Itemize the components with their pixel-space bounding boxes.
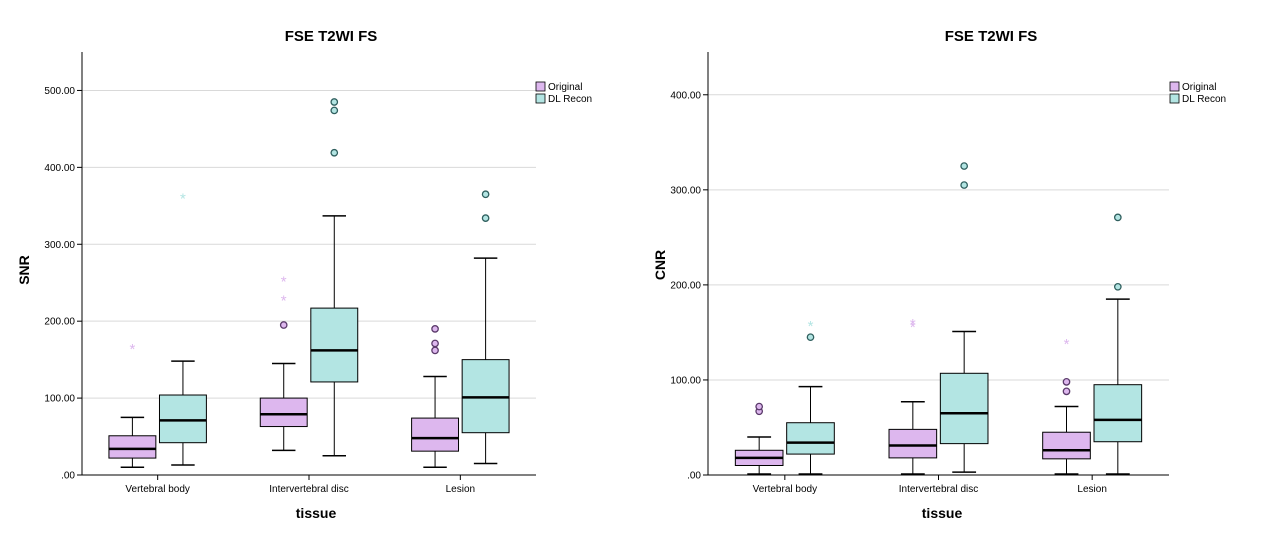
extreme-point: *: [180, 190, 186, 207]
x-axis-title: tissue: [922, 505, 963, 521]
outlier-point: [806, 333, 815, 342]
outlier-point: [1113, 213, 1122, 222]
iqr-box: [1042, 431, 1091, 460]
extreme-point: *: [281, 273, 287, 290]
iqr-box: [1093, 384, 1143, 443]
iqr-box: [411, 417, 460, 452]
legend-item-original: Original: [535, 81, 582, 93]
legend-label: Original: [1182, 82, 1216, 93]
outlier-point: [481, 190, 490, 199]
cnr-chart-panel: * * * * .00 100.00 200.00 300.00 400.00 Vertebra…: [636, 0, 1271, 536]
y-tick-label: 400.00: [670, 90, 701, 101]
x-tick-label: Lesion: [1077, 484, 1106, 495]
legend-label: Original: [548, 82, 582, 93]
outlier-point: [481, 214, 490, 222]
iqr-box: [158, 394, 207, 444]
legend-swatch: [1169, 81, 1180, 92]
outlier-point: [330, 148, 339, 157]
y-tick-label: 100.00: [670, 375, 701, 386]
legend-item-dl-recon: DL Recon: [535, 93, 592, 105]
x-axis-title: tissue: [296, 505, 337, 521]
y-tick-label: 200.00: [670, 280, 701, 291]
box-dl-recon-intervertebral-disc: [939, 162, 989, 473]
extreme-point: *: [910, 319, 916, 336]
box-dl-recon-vertebral-body: *: [158, 190, 207, 466]
y-tick-label: 400.00: [44, 163, 75, 174]
outlier-point: [330, 106, 339, 115]
legend-label: DL Recon: [1182, 94, 1226, 105]
outlier-point: [1113, 282, 1122, 291]
y-tick-label: 300.00: [44, 240, 75, 251]
iqr-box: [310, 307, 359, 383]
x-tick-label: Lesion: [446, 484, 475, 495]
extreme-point: *: [129, 341, 135, 358]
snr-boxplot-chart: **** .00100.00200.00300.00400.00500.00Ve…: [16, 28, 592, 521]
y-tick-label: 200.00: [44, 317, 75, 328]
box-original-intervertebral-disc: **: [888, 316, 938, 475]
chart-title: FSE T2WI FS: [945, 28, 1038, 45]
iqr-box: [888, 428, 938, 459]
legend-swatch: [1169, 93, 1180, 104]
outlier-point: [330, 98, 339, 106]
snr-chart-panel: * * * * .00 100.00 200.00 300.00 400.00 500.00 Ve…: [16, 28, 592, 521]
outlier-point: [960, 181, 969, 189]
cnr-boxplot-chart: * *** .00100.00200.00300.00400.00Vertebra…: [652, 28, 1226, 521]
box-dl-recon-lesion: [461, 190, 510, 465]
legend-swatch: [535, 81, 546, 92]
iqr-box: [259, 397, 308, 428]
x-tick-label: Vertebral body: [125, 484, 190, 495]
y-tick-label: 300.00: [670, 185, 701, 196]
box-original-lesion: *: [1042, 336, 1091, 475]
extreme-point: *: [1064, 336, 1070, 353]
extreme-point: *: [808, 318, 814, 335]
outlier-point: [431, 339, 439, 348]
chart-title: FSE T2WI FS: [285, 28, 378, 45]
legend-item-dl-recon: DL Recon: [1169, 93, 1226, 105]
box-original-lesion: [411, 325, 460, 469]
box-original-vertebral-body: [734, 402, 784, 475]
box-dl-recon-vertebral-body: *: [786, 318, 835, 475]
x-tick-label: Intervertebral disc: [899, 484, 978, 495]
extreme-point: *: [281, 293, 287, 310]
y-tick-label: .00: [61, 471, 75, 482]
y-axis-title: SNR: [16, 255, 32, 285]
x-tick-label: Vertebral body: [753, 484, 818, 495]
y-tick-label: .00: [687, 471, 701, 482]
box-dl-recon-lesion: [1093, 213, 1143, 475]
outlier-point: [755, 402, 764, 411]
legend-item-original: Original: [1169, 81, 1216, 93]
box-dl-recon-intervertebral-disc: [310, 98, 359, 457]
iqr-box: [939, 372, 989, 445]
y-axis-title: CNR: [652, 250, 668, 280]
legend-swatch: [535, 93, 546, 104]
box-original-intervertebral-disc: **: [259, 273, 308, 452]
outlier-point: [960, 162, 969, 170]
outlier-point: [1062, 377, 1071, 386]
box-original-vertebral-body: *: [108, 341, 157, 469]
outlier-point: [431, 346, 439, 355]
outlier-point: [1062, 387, 1071, 396]
y-tick-label: 100.00: [44, 394, 75, 405]
y-tick-label: 500.00: [44, 86, 75, 97]
iqr-box: [786, 422, 835, 455]
x-tick-label: Intervertebral disc: [269, 484, 348, 495]
outlier-point: [431, 325, 439, 333]
outlier-point: [279, 321, 288, 329]
extreme-point: *: [910, 316, 916, 333]
iqr-box: [108, 435, 157, 459]
legend-label: DL Recon: [548, 94, 592, 105]
